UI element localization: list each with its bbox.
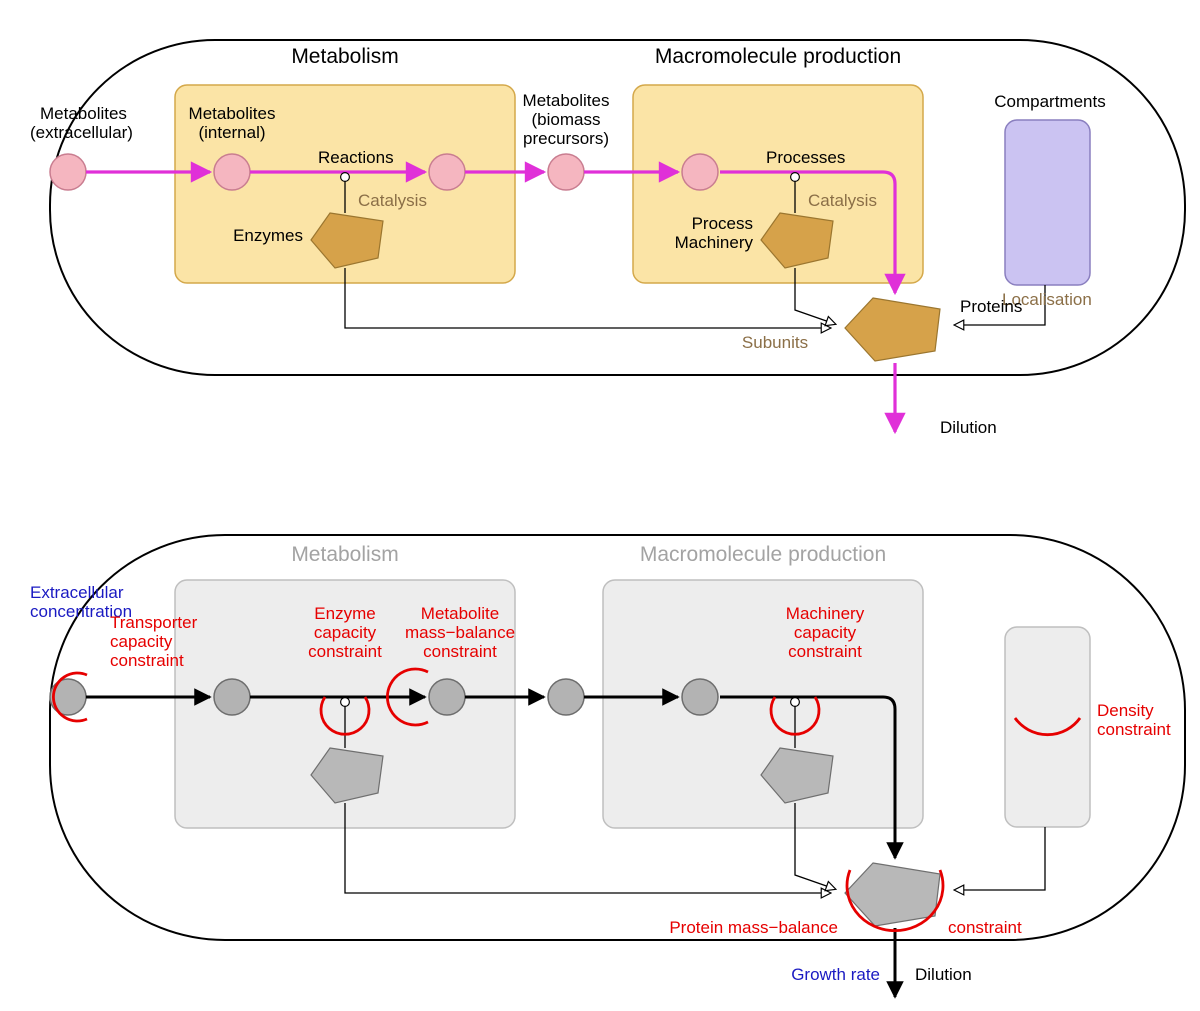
lbl-trans-2: capacity — [110, 632, 173, 651]
lbl-mach-3: constraint — [788, 642, 862, 661]
lbl-pmb-l: Protein mass−balance — [669, 918, 838, 937]
lbl-reactions: Reactions — [318, 148, 394, 167]
lbl-growth: Growth rate — [791, 965, 880, 984]
lbl-dens-2: constraint — [1097, 720, 1171, 739]
lbl-mach-2: capacity — [794, 623, 857, 642]
g-circ-5 — [682, 679, 718, 715]
lbl-subunits: Subunits — [742, 333, 808, 352]
lbl-catalysis-2: Catalysis — [808, 191, 877, 210]
lbl-enz-2: capacity — [314, 623, 377, 642]
lbl-mach-1: Machinery — [786, 604, 865, 623]
compartments-box — [1005, 120, 1090, 285]
g-circ-2 — [214, 679, 250, 715]
protein-pentagon-top — [845, 298, 940, 361]
lbl-metc-2: mass−balance — [405, 623, 515, 642]
title-metabolism-top: Metabolism — [291, 45, 398, 68]
lbl-met-int-2: (internal) — [198, 123, 265, 142]
lbl-met-extra-2: (extracellular) — [30, 123, 133, 142]
lbl-dens-1: Density — [1097, 701, 1154, 720]
lbl-met-bio-2: (biomass — [532, 110, 601, 129]
lbl-enzymes: Enzymes — [233, 226, 303, 245]
lbl-metc-3: constraint — [423, 642, 497, 661]
lbl-dilution-top: Dilution — [940, 418, 997, 437]
lbl-dilution-b: Dilution — [915, 965, 972, 984]
lbl-metc-1: Metabolite — [421, 604, 499, 623]
macro-box-bottom — [603, 580, 923, 828]
lbl-pm-2: Machinery — [675, 233, 754, 252]
bottom-cell: Metabolism Macromolecule production Extr… — [30, 535, 1185, 997]
title-macro-top: Macromolecule production — [655, 45, 901, 68]
g-circ-3 — [429, 679, 465, 715]
metabolite-extra-top — [50, 154, 86, 190]
lbl-proteins: Proteins — [960, 297, 1022, 316]
lbl-met-bio-3: precursors) — [523, 129, 609, 148]
metabolite-precursor-top — [548, 154, 584, 190]
metabolite-internal-top — [214, 154, 250, 190]
g-circ-4 — [548, 679, 584, 715]
lbl-processes: Processes — [766, 148, 845, 167]
lbl-pmb-r: constraint — [948, 918, 1022, 937]
lbl-catalysis-1: Catalysis — [358, 191, 427, 210]
diagram-root: Metabolism Macromolecule production Comp… — [0, 0, 1200, 1011]
top-cell: Metabolism Macromolecule production Comp… — [30, 40, 1185, 437]
lbl-trans-3: constraint — [110, 651, 184, 670]
title-macro-b: Macromolecule production — [640, 543, 886, 566]
compartments-box-bottom — [1005, 627, 1090, 827]
lbl-extra-1: Extracellular — [30, 583, 124, 602]
lbl-met-extra-1: Metabolites — [40, 104, 127, 123]
b-localisation — [955, 827, 1045, 890]
compartments-label: Compartments — [994, 92, 1105, 111]
lbl-met-int-1: Metabolites — [189, 104, 276, 123]
lbl-enz-1: Enzyme — [314, 604, 375, 623]
lbl-enz-3: constraint — [308, 642, 382, 661]
lbl-trans-1: Transporter — [110, 613, 198, 632]
lbl-pm-1: Process — [692, 214, 753, 233]
title-metabolism-b: Metabolism — [291, 543, 398, 566]
lbl-met-bio-1: Metabolites — [523, 91, 610, 110]
metabolite-mid-top — [429, 154, 465, 190]
metabolite-process-top — [682, 154, 718, 190]
